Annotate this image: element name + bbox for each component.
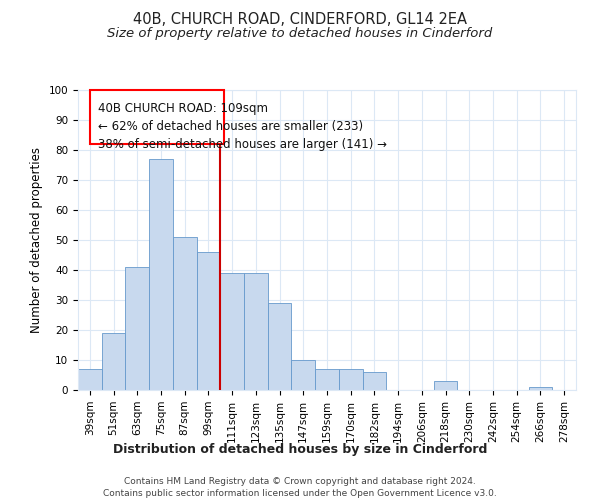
- FancyBboxPatch shape: [90, 90, 224, 144]
- Text: Contains HM Land Registry data © Crown copyright and database right 2024.: Contains HM Land Registry data © Crown c…: [124, 478, 476, 486]
- Bar: [292, 360, 315, 390]
- Bar: [78, 369, 102, 390]
- Text: Distribution of detached houses by size in Cinderford: Distribution of detached houses by size …: [113, 442, 487, 456]
- Bar: [339, 369, 362, 390]
- Bar: [197, 252, 220, 390]
- Bar: [220, 273, 244, 390]
- Text: Contains public sector information licensed under the Open Government Licence v3: Contains public sector information licen…: [103, 489, 497, 498]
- Bar: [125, 267, 149, 390]
- Bar: [268, 303, 292, 390]
- Bar: [173, 237, 197, 390]
- Bar: [315, 369, 339, 390]
- Bar: [149, 159, 173, 390]
- Text: 40B CHURCH ROAD: 109sqm
← 62% of detached houses are smaller (233)
38% of semi-d: 40B CHURCH ROAD: 109sqm ← 62% of detache…: [98, 102, 386, 151]
- Bar: [362, 372, 386, 390]
- Bar: [434, 381, 457, 390]
- Text: 40B, CHURCH ROAD, CINDERFORD, GL14 2EA: 40B, CHURCH ROAD, CINDERFORD, GL14 2EA: [133, 12, 467, 28]
- Bar: [529, 387, 552, 390]
- Bar: [244, 273, 268, 390]
- Text: Size of property relative to detached houses in Cinderford: Size of property relative to detached ho…: [107, 28, 493, 40]
- Bar: [102, 333, 125, 390]
- Y-axis label: Number of detached properties: Number of detached properties: [30, 147, 43, 333]
